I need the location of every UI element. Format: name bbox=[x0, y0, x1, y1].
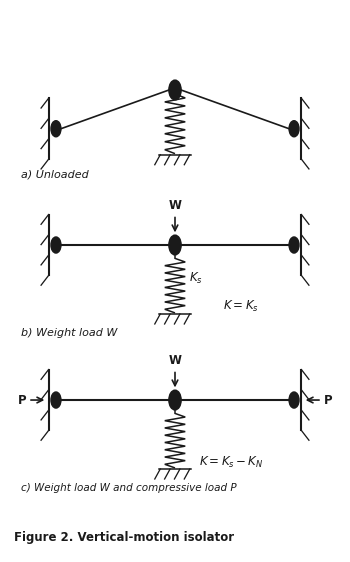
Circle shape bbox=[51, 392, 61, 408]
Text: $\mathit{K}_s$: $\mathit{K}_s$ bbox=[189, 271, 203, 286]
Text: Figure 2. Vertical-motion isolator: Figure 2. Vertical-motion isolator bbox=[14, 531, 234, 544]
Circle shape bbox=[169, 80, 181, 99]
Circle shape bbox=[289, 237, 299, 253]
Text: c) Weight load W and compressive load P: c) Weight load W and compressive load P bbox=[21, 483, 237, 493]
Circle shape bbox=[289, 392, 299, 408]
Circle shape bbox=[169, 235, 181, 255]
Text: $\mathit{K} = \mathit{K}_s$: $\mathit{K} = \mathit{K}_s$ bbox=[223, 298, 259, 314]
Text: W: W bbox=[168, 354, 182, 367]
Circle shape bbox=[289, 121, 299, 137]
Text: a) Unloaded: a) Unloaded bbox=[21, 169, 89, 179]
Text: $\mathit{K} = \mathit{K}_s - \mathit{K}_N$: $\mathit{K} = \mathit{K}_s - \mathit{K}_… bbox=[199, 455, 264, 470]
Circle shape bbox=[169, 390, 181, 410]
Circle shape bbox=[51, 121, 61, 137]
Text: P: P bbox=[18, 393, 26, 406]
Circle shape bbox=[51, 237, 61, 253]
Text: P: P bbox=[324, 393, 332, 406]
Text: W: W bbox=[168, 199, 182, 212]
Text: b) Weight load W: b) Weight load W bbox=[21, 328, 118, 338]
